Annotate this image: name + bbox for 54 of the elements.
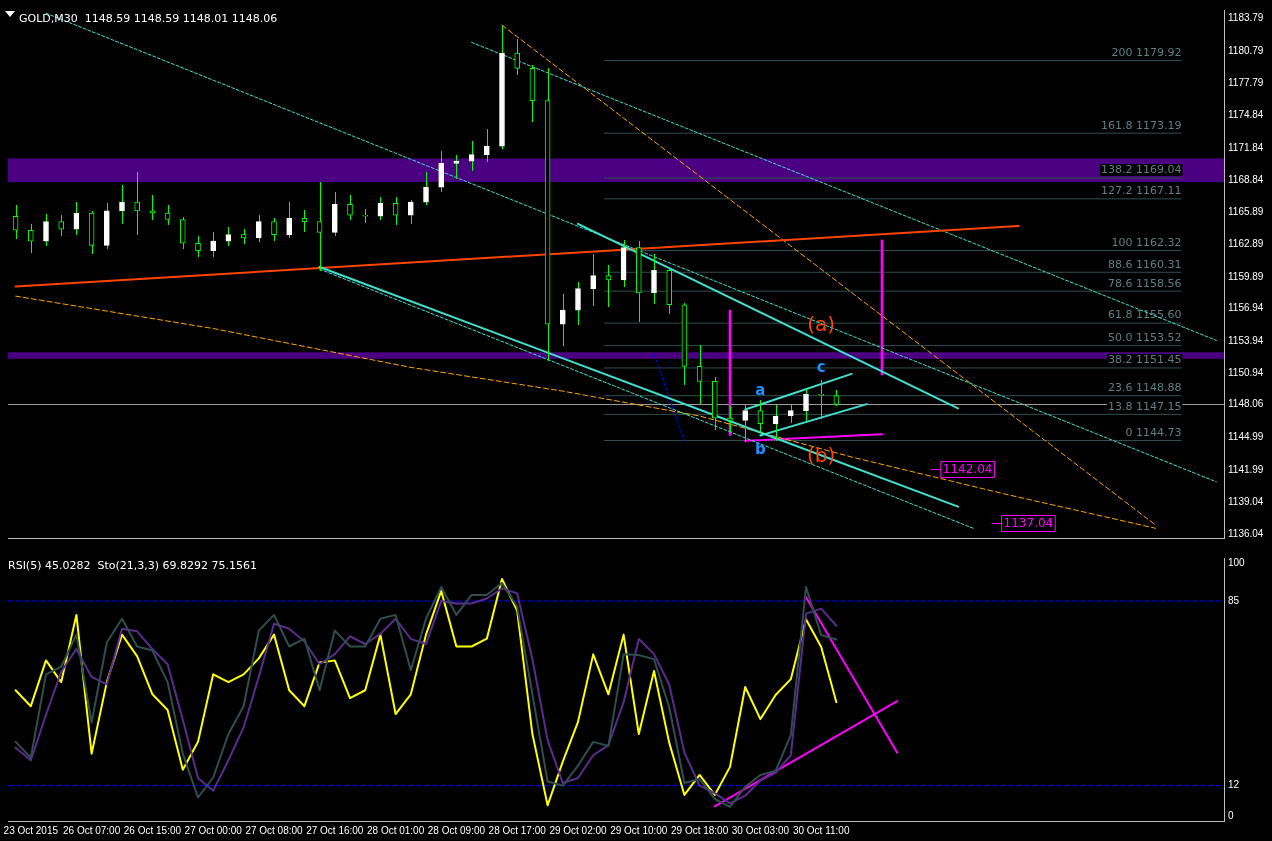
y-tick-label: 1162.89 [1228,238,1264,250]
x-tick-label: 27 Oct 08:00 [245,824,304,836]
x-tick-label: 28 Oct 17:00 [488,824,547,836]
x-tick-label: 28 Oct 09:00 [427,824,486,836]
ref-line-label: 0 1144.73 [1125,425,1182,439]
x-tick-label: 29 Oct 10:00 [610,824,668,836]
annotation: c [816,358,826,377]
ref-line-label: 13.8 1147.15 [1107,399,1182,413]
ref-line-label: 88.6 1160.31 [1107,257,1182,271]
ref-line-label: 138.2 1169.04 [1100,163,1182,177]
y-tick-label: 1156.94 [1228,302,1264,314]
x-tick-label: 30 Oct 03:00 [731,824,790,836]
y-tick-label: 1177.79 [1228,77,1264,89]
ref-line-label: 100 1162.32 [1111,235,1182,249]
y-tick-label: 1165.89 [1228,205,1264,217]
annotation: a [755,381,766,400]
x-tick-label: 27 Oct 00:00 [184,824,243,836]
y-tick-label: 12 [1228,779,1240,791]
y-tick-label: 100 [1228,556,1246,568]
y-tick-label: 1183.79 [1228,12,1264,24]
y-tick-label: 1159.89 [1228,270,1264,282]
chart-title: GOLD,M30 1148.59 1148.59 1148.01 1148.06 [19,11,278,25]
x-tick-label: 26 Oct 07:00 [62,824,121,836]
ref-line-label: 23.6 1148.88 [1107,381,1182,395]
y-tick-label: 1150.94 [1228,367,1264,379]
ref-line-label: 1137.04 [1003,515,1054,530]
y-tick-label: 1139.04 [1228,495,1264,507]
x-tick-label: 29 Oct 02:00 [549,824,608,836]
y-tick-label: 1171.84 [1228,141,1264,153]
ref-line-label: 1142.04 [942,461,993,476]
y-tick-label: 1174.84 [1228,109,1264,121]
ref-line-label: 50.0 1153.52 [1107,330,1182,344]
ref-line-label: 127.2 1167.11 [1100,184,1182,198]
ref-line-label: 38.2 1151.45 [1107,353,1182,367]
y-tick-label: 1141.99 [1228,463,1264,475]
y-tick-label: 1148.06 [1228,398,1264,410]
x-tick-label: 23 Oct 2015 [3,824,59,836]
y-tick-label: 1168.84 [1228,173,1264,185]
y-tick-label: 1153.94 [1228,334,1264,346]
y-tick-label: 1144.99 [1228,431,1264,443]
x-tick-label: 30 Oct 11:00 [792,824,850,836]
y-tick-label: 85 [1228,594,1240,606]
ref-line-label: 78.6 1158.56 [1107,276,1182,290]
x-tick-label: 29 Oct 18:00 [670,824,729,836]
y-tick-label: 0 [1228,809,1234,821]
chart-title: RSI(5) 45.0282 Sto(21,3,3) 69.8292 75.1561 [8,558,257,572]
ref-line-label: 200 1179.92 [1111,45,1182,59]
y-tick-label: 1180.79 [1228,44,1264,56]
ref-line-label: 161.8 1173.19 [1100,118,1182,132]
y-tick-label: 1136.04 [1228,528,1264,540]
annotation: b [755,440,767,459]
x-tick-label: 26 Oct 15:00 [123,824,182,836]
x-tick-label: 27 Oct 16:00 [306,824,364,836]
x-tick-label: 28 Oct 01:00 [366,824,425,836]
